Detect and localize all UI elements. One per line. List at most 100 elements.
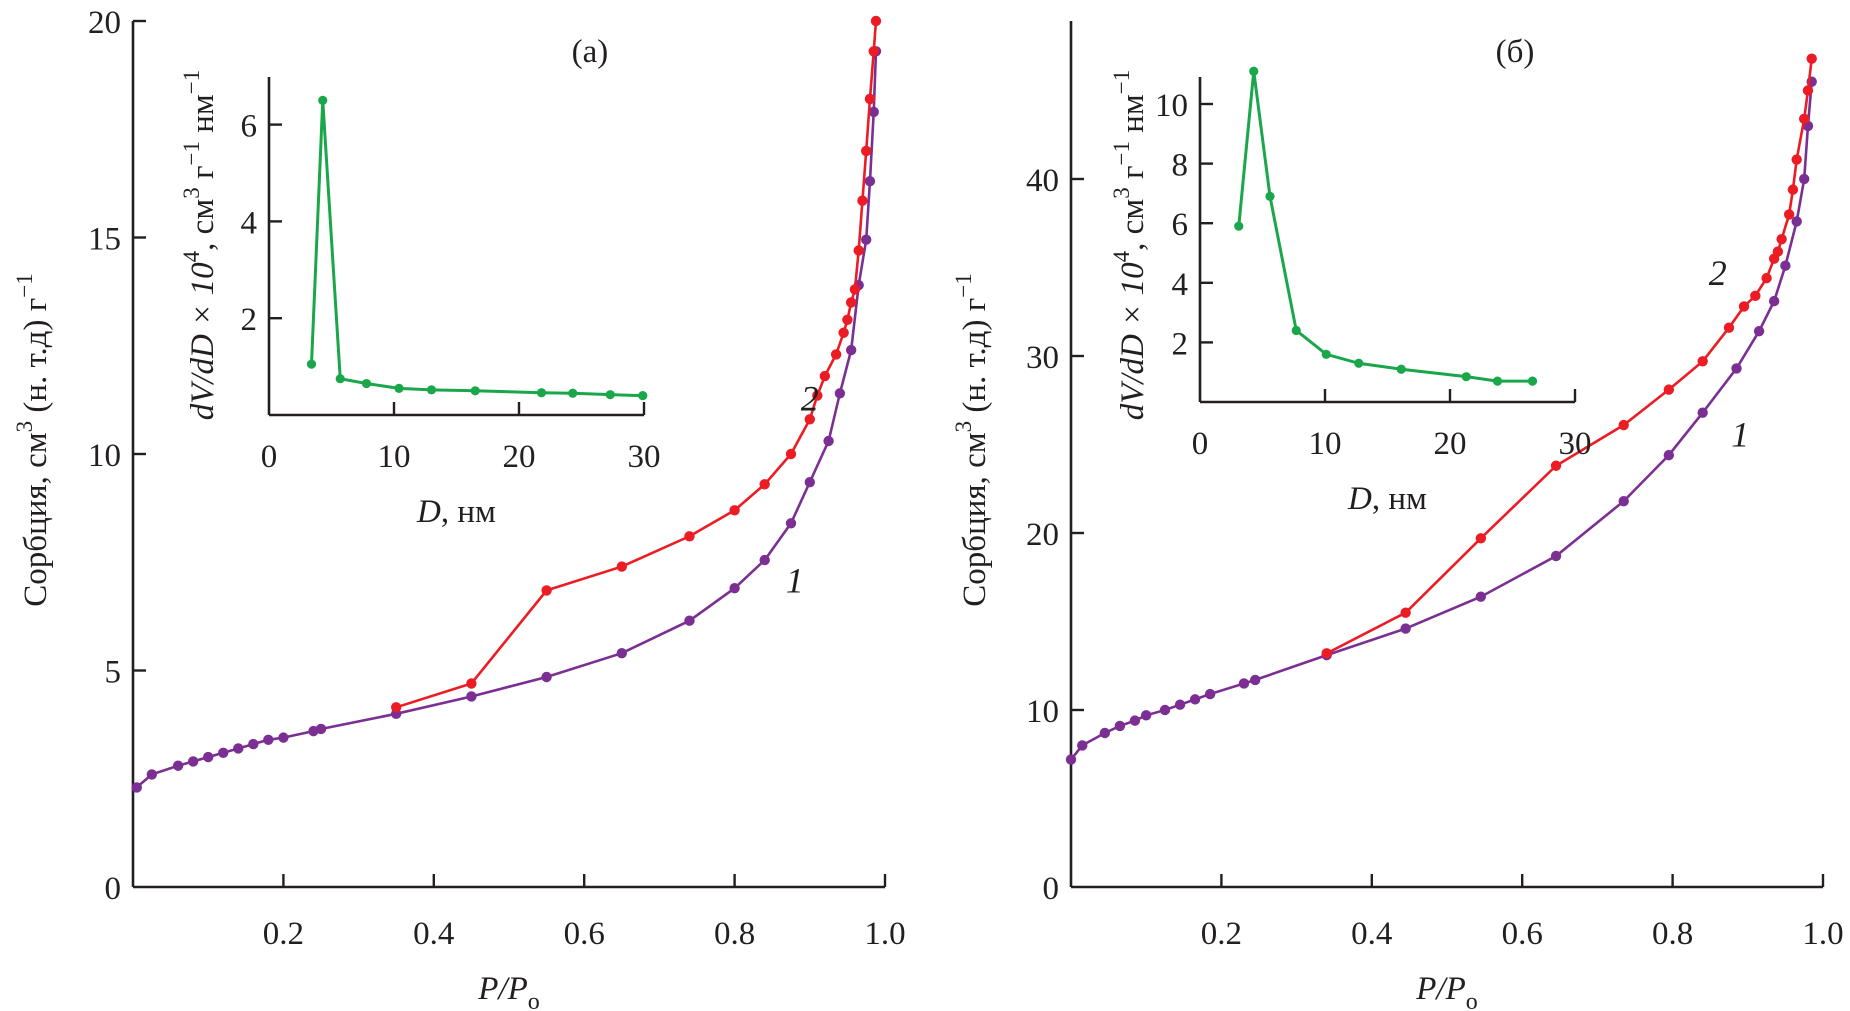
label-part: −1 xyxy=(12,273,37,297)
label-part: −1 xyxy=(179,70,204,94)
inset-y-tick-label: 6 xyxy=(1172,207,1189,243)
data-point xyxy=(1753,326,1765,337)
inset-y-tick-label: 2 xyxy=(241,302,258,338)
inset-data-point xyxy=(1354,358,1364,368)
inset-data-point xyxy=(1291,325,1301,336)
data-point xyxy=(684,531,695,542)
data-point xyxy=(1791,154,1802,165)
inset-x-tick-label: 0 xyxy=(1192,426,1209,462)
data-point xyxy=(1475,591,1487,602)
label-part: −1 xyxy=(179,141,204,165)
inset-x-axis-label: D, нм xyxy=(416,494,496,530)
label-part: (н. т.д) г xyxy=(18,298,54,421)
data-point xyxy=(1400,607,1411,618)
label-part: dV/dD × 10 xyxy=(185,262,221,420)
inset-x-axis-label: D, нм xyxy=(1347,481,1427,517)
data-point xyxy=(834,388,846,399)
x-tick-label: 0.4 xyxy=(1351,916,1392,952)
y-tick-label: 20 xyxy=(88,5,121,41)
x-tick-label: 0.2 xyxy=(263,916,304,952)
label-part: −1 xyxy=(951,273,976,297)
data-point xyxy=(861,145,872,157)
data-point xyxy=(1204,688,1216,700)
data-point xyxy=(263,734,274,745)
data-point xyxy=(1475,533,1487,544)
x-axis-label: P/Po xyxy=(1415,971,1477,1011)
data-point xyxy=(1772,246,1784,257)
inset-data-point xyxy=(306,359,317,369)
inset-x-tick-label: 20 xyxy=(503,439,536,475)
label-part: г xyxy=(1115,166,1151,188)
data-point xyxy=(1618,419,1629,431)
label-part: Сорбция, см xyxy=(957,432,993,606)
curve-label-2: 2 xyxy=(1709,253,1727,293)
data-point xyxy=(853,245,864,256)
inset-y-tick-label: 10 xyxy=(1155,88,1188,124)
data-point xyxy=(1799,113,1810,125)
series-1 xyxy=(1065,76,1817,765)
inset-x-tick-label: 20 xyxy=(1434,426,1467,462)
data-point xyxy=(233,743,244,754)
data-point xyxy=(131,782,142,793)
data-point xyxy=(315,723,327,735)
curve-label-1: 1 xyxy=(786,561,804,601)
data-point xyxy=(1077,740,1088,751)
data-point xyxy=(146,769,157,780)
data-point xyxy=(1697,356,1708,367)
inset-x-tick-label: 10 xyxy=(1309,426,1342,462)
data-point xyxy=(1806,53,1817,64)
label-part: D xyxy=(1347,481,1372,517)
y-tick-label: 10 xyxy=(88,438,121,474)
inset-data-point xyxy=(1461,372,1471,382)
label-part: o xyxy=(528,989,540,1011)
inset-data-point xyxy=(1396,364,1406,374)
data-point xyxy=(616,561,627,572)
y-tick-label: 0 xyxy=(105,871,122,907)
data-point xyxy=(804,476,815,488)
x-tick-label: 0.8 xyxy=(714,916,755,952)
inset-data-point xyxy=(1249,66,1259,76)
x-tick-label: 1.0 xyxy=(864,916,905,952)
inset-series-line xyxy=(310,100,643,398)
data-point xyxy=(1174,699,1186,710)
y-tick-label: 5 xyxy=(105,655,122,691)
data-point xyxy=(466,691,477,702)
series-2 xyxy=(1321,53,1817,659)
data-point xyxy=(864,93,876,105)
label-part: 4 xyxy=(1109,250,1134,262)
inset-y-tick-label: 4 xyxy=(1172,267,1189,303)
data-point xyxy=(1783,209,1795,220)
data-point xyxy=(1159,704,1171,716)
inset-data-point xyxy=(318,95,328,105)
y-axis-label: Сорбция, см3 (н. т.д) г−1 xyxy=(12,273,54,606)
inset-y-tick-label: 6 xyxy=(241,109,258,145)
data-point xyxy=(830,349,842,360)
data-point xyxy=(1550,460,1562,471)
inset-x-tick-label: 30 xyxy=(1559,426,1592,462)
data-point xyxy=(218,747,229,758)
inset-series-line xyxy=(1237,71,1533,383)
inset-x-tick-label: 0 xyxy=(261,439,278,475)
inset-data-point xyxy=(1265,191,1275,201)
data-point xyxy=(1618,495,1629,507)
data-point xyxy=(466,678,477,689)
data-point xyxy=(1738,301,1750,312)
data-point xyxy=(1663,384,1675,395)
data-point xyxy=(187,756,199,767)
data-point xyxy=(864,176,876,187)
inset-data-point xyxy=(1321,349,1331,359)
data-point xyxy=(861,234,872,245)
data-point xyxy=(684,615,695,626)
inset-y-tick-label: 8 xyxy=(1172,148,1189,184)
data-point xyxy=(541,585,552,596)
label-part: г xyxy=(185,166,221,188)
data-point xyxy=(1761,272,1772,284)
inset-data-point xyxy=(335,374,345,384)
data-point xyxy=(1731,363,1742,374)
data-point xyxy=(845,297,857,308)
data-point xyxy=(1799,173,1810,185)
data-point xyxy=(1114,720,1126,732)
curve-label-1: 1 xyxy=(1731,414,1749,454)
